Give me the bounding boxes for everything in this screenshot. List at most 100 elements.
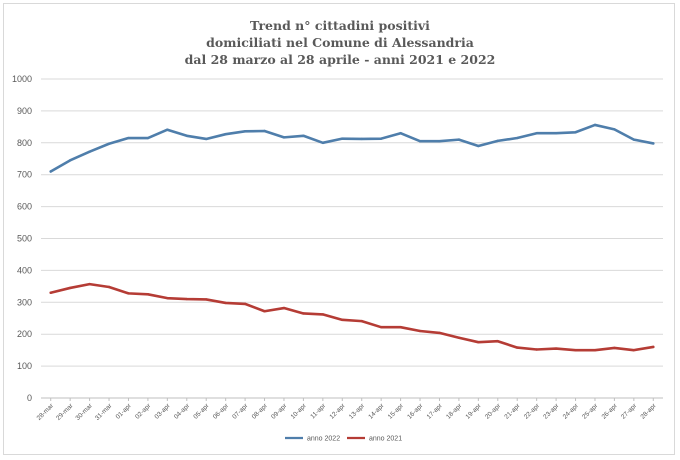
data-point bbox=[574, 131, 577, 134]
data-point bbox=[457, 138, 461, 141]
title-line-3: dal 28 marzo al 28 aprile - anni 2021 e … bbox=[184, 52, 496, 67]
y-axis: 0 100 200 300 400 500 600 700 800 900 1000 bbox=[12, 74, 32, 403]
data-point bbox=[554, 347, 558, 350]
x-tick-label: 04-apr bbox=[173, 402, 192, 421]
x-tick-label: 26-apr bbox=[601, 402, 620, 421]
data-point bbox=[399, 325, 402, 329]
y-tick-label: 1000 bbox=[12, 74, 32, 84]
data-point bbox=[88, 150, 91, 153]
data-point bbox=[321, 141, 325, 144]
x-tick-label: 08-apr bbox=[251, 402, 270, 421]
x-tick-label: 25-apr bbox=[581, 402, 600, 421]
x-tick-label: 10-apr bbox=[290, 402, 309, 421]
x-tick-label: 30-mar bbox=[74, 402, 94, 422]
data-point bbox=[127, 292, 130, 295]
x-tick-label: 21-apr bbox=[503, 402, 522, 421]
x-tick-label: 31-mar bbox=[94, 402, 114, 422]
x-tick-label: 24-apr bbox=[562, 402, 581, 421]
data-point bbox=[243, 130, 247, 133]
x-tick-label: 19-apr bbox=[465, 402, 484, 421]
title-line-2: domiciliati nel Comune di Alessandria bbox=[206, 35, 474, 50]
y-tick-label: 700 bbox=[17, 170, 32, 180]
data-point bbox=[496, 340, 499, 343]
data-point bbox=[166, 296, 169, 300]
y-tick-label: 400 bbox=[17, 265, 32, 275]
legend-label: anno 2021 bbox=[369, 436, 402, 443]
x-tick-label: 27-apr bbox=[620, 402, 639, 421]
title-line-1: Trend n° cittadini positivi bbox=[250, 18, 430, 33]
data-point bbox=[496, 139, 499, 143]
data-point bbox=[146, 293, 150, 296]
data-point bbox=[224, 132, 227, 136]
data-point bbox=[379, 325, 383, 329]
x-tick-label: 15-apr bbox=[387, 402, 406, 421]
data-point bbox=[205, 137, 208, 141]
data-point bbox=[360, 319, 363, 323]
x-tick-label: 12-apr bbox=[328, 402, 347, 421]
data-point bbox=[593, 348, 597, 352]
x-tick-label: 06-apr bbox=[212, 402, 231, 421]
x-tick-label: 13-apr bbox=[348, 402, 367, 421]
legend: anno 2022 anno 2021 bbox=[285, 436, 402, 443]
data-point bbox=[652, 345, 655, 349]
y-tick-label: 800 bbox=[17, 138, 32, 148]
x-tick-label: 02-apr bbox=[134, 402, 153, 421]
x-tick-label: 28-apr bbox=[639, 402, 658, 421]
x-tick-label: 18-apr bbox=[445, 402, 464, 421]
x-tick-label: 07-apr bbox=[231, 402, 250, 421]
chart-title: Trend n° cittadini positivi domiciliati … bbox=[0, 0, 680, 68]
data-point bbox=[88, 282, 91, 286]
data-point bbox=[49, 291, 52, 294]
data-point bbox=[593, 123, 597, 127]
data-point bbox=[263, 310, 266, 313]
data-point bbox=[477, 144, 480, 148]
x-tick-label: 28-mar bbox=[36, 402, 56, 422]
data-point bbox=[457, 336, 461, 339]
x-tick-label: 05-apr bbox=[192, 402, 211, 421]
data-point bbox=[302, 312, 305, 315]
data-point bbox=[418, 140, 422, 143]
x-tick-label: 23-apr bbox=[542, 402, 561, 421]
data-point bbox=[68, 286, 72, 290]
data-point bbox=[49, 170, 52, 173]
data-point bbox=[302, 134, 305, 137]
data-point bbox=[477, 340, 480, 344]
legend-label: anno 2022 bbox=[307, 436, 340, 443]
chart-frame bbox=[3, 3, 675, 455]
x-tick-label: 11-apr bbox=[309, 402, 327, 420]
x-tick-label: 14-apr bbox=[367, 402, 386, 421]
data-point bbox=[632, 348, 636, 352]
data-point bbox=[127, 136, 130, 140]
data-point bbox=[554, 132, 558, 135]
data-point bbox=[68, 159, 72, 162]
y-tick-label: 900 bbox=[17, 106, 32, 116]
data-point bbox=[379, 137, 383, 140]
y-tick-label: 500 bbox=[17, 234, 32, 244]
data-point bbox=[321, 313, 325, 316]
series-line bbox=[49, 282, 655, 352]
data-point bbox=[418, 329, 422, 333]
data-point bbox=[282, 306, 286, 310]
data-point bbox=[535, 132, 538, 135]
data-point bbox=[263, 129, 266, 133]
data-point bbox=[282, 136, 286, 139]
data-point bbox=[438, 331, 441, 335]
y-tick-label: 200 bbox=[17, 329, 32, 339]
data-point bbox=[107, 285, 111, 289]
x-axis: 28-mar 29-mar 30-mar 31-mar 01-apr 02-apr 03-a… bbox=[36, 398, 658, 422]
y-tick-label: 0 bbox=[27, 393, 32, 403]
data-point bbox=[341, 137, 344, 140]
data-point bbox=[535, 348, 538, 351]
data-point bbox=[516, 136, 519, 140]
data-point bbox=[613, 128, 616, 131]
data-point bbox=[652, 142, 655, 145]
x-tick-label: 01-apr bbox=[115, 402, 134, 421]
x-tick-label: 03-apr bbox=[154, 402, 173, 421]
data-point bbox=[574, 348, 577, 352]
data-point bbox=[243, 302, 247, 306]
data-point bbox=[185, 134, 188, 137]
x-tick-label: 09-apr bbox=[270, 402, 289, 421]
series-line bbox=[49, 123, 655, 173]
data-point bbox=[166, 128, 169, 131]
